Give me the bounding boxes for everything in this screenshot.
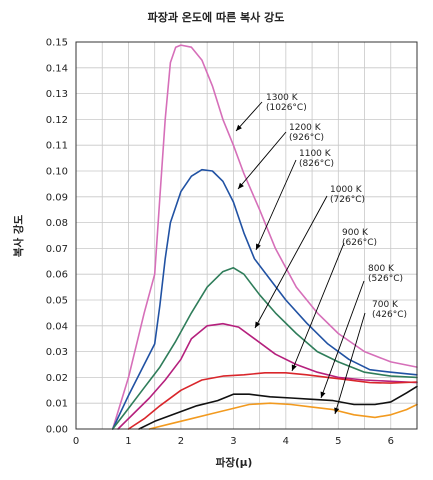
annotation-line: 1200 K (289, 123, 322, 133)
y-tick-label: 0.12 (46, 115, 68, 126)
annotation-line: 900 K (342, 228, 369, 238)
y-tick-label: 0.06 (46, 270, 68, 281)
annotation-arrowhead (291, 364, 297, 371)
y-tick-label: 0.00 (46, 425, 68, 436)
y-tick-label: 0.05 (46, 296, 68, 307)
series-annotation-label: 800 K (526°C) (368, 264, 403, 284)
annotation-line: (826°C) (299, 159, 334, 169)
annotation-line: (926°C) (289, 133, 324, 143)
annotation-pointer (334, 312, 366, 415)
y-tick-label: 0.07 (46, 244, 68, 255)
series-line (111, 267, 418, 430)
annotation-arrowhead (334, 407, 340, 414)
tick-labels: 0 1 2 3 4 5 6 0.00 0.01 0.02 0.03 0.04 0.05 0.06 0.07 0… (46, 38, 394, 448)
x-tick-label: 2 (178, 436, 184, 447)
annotation-line: (1026°C) (266, 103, 307, 113)
annotation-pointer (235, 101, 263, 132)
series-annotation-label: 1100 K (826°C) (299, 149, 334, 169)
series-line (117, 322, 418, 430)
annotation-line: 1300 K (266, 93, 299, 103)
series-annotation-label: 1200 K (926°C) (289, 123, 324, 143)
annotation-line: 700 K (372, 300, 399, 310)
y-tick-label: 0.11 (46, 141, 68, 152)
series-line (111, 44, 418, 430)
y-tick-label: 0.14 (46, 63, 68, 74)
series-annotation-label: 1300 K (1026°C) (266, 93, 307, 113)
annotation-line: (426°C) (372, 310, 407, 320)
annotation-arrowhead (256, 243, 261, 250)
x-tick-label: 6 (388, 436, 394, 447)
annotation-arrowhead (236, 124, 242, 131)
x-tick-label: 3 (230, 436, 236, 447)
annotation-arrowhead (255, 321, 261, 328)
x-tick-label: 5 (335, 436, 341, 447)
plot-frame (75, 41, 418, 430)
y-tick-label: 0.15 (46, 38, 68, 49)
series-line (127, 372, 418, 430)
annotation-line: 800 K (368, 264, 395, 274)
y-tick-label: 0.10 (46, 167, 68, 178)
y-tick-label: 0.09 (46, 192, 68, 203)
x-tick-label: 0 (73, 436, 79, 447)
y-tick-label: 0.04 (46, 321, 68, 332)
y-tick-label: 0.02 (46, 373, 68, 384)
x-tick-label: 4 (283, 436, 289, 447)
series-lines (111, 44, 418, 430)
annotation-pointer (254, 195, 328, 329)
chart-title: 파장과 온도에 따른 복사 강도 (148, 10, 285, 24)
annotation-line: (626°C) (342, 238, 377, 248)
y-tick-label: 0.03 (46, 347, 68, 358)
annotation-pointer (291, 242, 345, 372)
annotation-line: (726°C) (330, 195, 365, 205)
y-tick-label: 0.13 (46, 89, 68, 100)
grid (76, 42, 417, 429)
x-axis-label: 파장(μ) (216, 456, 253, 469)
y-tick-label: 0.01 (46, 399, 68, 410)
x-tick-label: 1 (125, 436, 131, 447)
series-annotation-label: 1000 K (726°C) (330, 185, 365, 205)
y-axis-label: 복사 강도 (12, 215, 25, 258)
annotation-pointer (237, 131, 287, 190)
series-line (111, 168, 418, 430)
series-line (138, 385, 418, 430)
series-annotations: 1300 K (1026°C) 1200 K (926°C) 1100 K (826°C)… (235, 93, 407, 415)
annotation-line: 1100 K (299, 149, 332, 159)
y-tick-label: 0.08 (46, 218, 68, 229)
series-annotation-label: 700 K (426°C) (372, 300, 407, 320)
annotation-pointer (255, 159, 297, 251)
series-annotation-label: 900 K (626°C) (342, 228, 377, 248)
annotation-line: (526°C) (368, 274, 403, 284)
series-line (148, 402, 418, 430)
annotation-pointer (320, 280, 365, 399)
annotation-arrowhead (238, 182, 244, 189)
annotation-arrowhead (320, 391, 326, 398)
annotation-line: 1000 K (330, 185, 363, 195)
